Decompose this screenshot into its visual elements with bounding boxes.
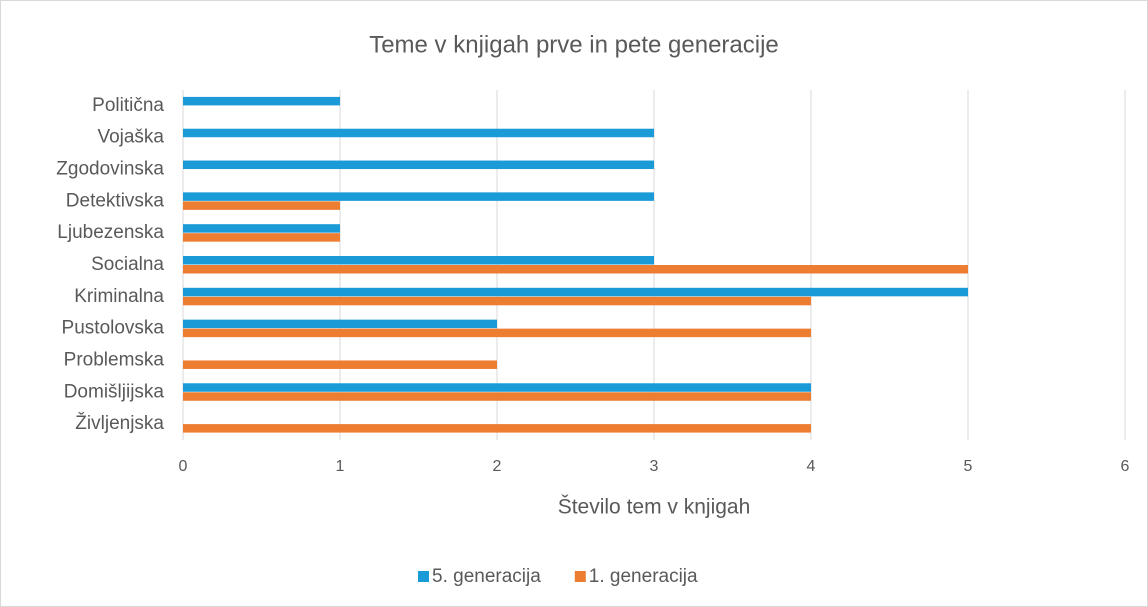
- y-tick-label: Pustolovska: [62, 318, 165, 339]
- bar: [183, 192, 654, 201]
- bar: [183, 96, 340, 106]
- x-axis-title: Število tem v knjigah: [558, 496, 751, 519]
- bar: [183, 328, 811, 338]
- x-tick-label: 1: [336, 458, 345, 475]
- bar: [183, 296, 811, 306]
- x-tick-label: 3: [650, 458, 659, 475]
- bar: [183, 224, 340, 233]
- x-tick-label: 5: [964, 458, 973, 475]
- y-tick-label: Zgodovinska: [56, 159, 164, 180]
- bar: [183, 383, 811, 392]
- x-tick-label: 6: [1121, 458, 1130, 475]
- y-tick-label: Socialna: [91, 254, 164, 275]
- bar: [183, 287, 968, 297]
- x-tick-label: 2: [493, 458, 502, 475]
- bar: [183, 201, 340, 210]
- y-tick-label: Detektivska: [66, 190, 165, 211]
- bar: [183, 256, 654, 265]
- bar: [183, 424, 811, 433]
- y-tick-label: Problemska: [64, 349, 165, 370]
- bar: [183, 160, 654, 170]
- y-tick-label: Vojaška: [97, 127, 164, 148]
- y-tick-label: Kriminalna: [74, 286, 164, 307]
- y-tick-label: Politična: [92, 95, 164, 116]
- bar: [183, 360, 497, 369]
- y-tick-label: Življenjska: [75, 412, 164, 434]
- y-tick-label: Ljubezenska: [57, 222, 164, 243]
- x-tick-label: 0: [179, 458, 188, 475]
- bar: [183, 233, 340, 242]
- legend-label: 1. generacija: [589, 566, 698, 587]
- y-tick-label: Domišljijska: [64, 381, 165, 402]
- bar: [183, 128, 654, 138]
- legend-swatch: [574, 571, 586, 582]
- chart-title: Teme v knjigah prve in pete generacije: [369, 31, 779, 58]
- bar: [183, 392, 811, 401]
- legend-swatch: [418, 571, 429, 582]
- bar: [183, 319, 497, 329]
- x-tick-label: 4: [807, 458, 816, 475]
- bar: [183, 265, 968, 274]
- legend-label: 5. generacija: [432, 566, 541, 587]
